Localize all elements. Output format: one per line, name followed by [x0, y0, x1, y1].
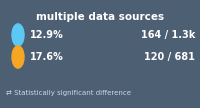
Text: 12.9%: 12.9% [30, 30, 64, 40]
Text: 17.6%: 17.6% [30, 52, 64, 62]
Ellipse shape [12, 46, 24, 68]
Text: 120 / 681: 120 / 681 [144, 52, 195, 62]
Text: 164 / 1.3k: 164 / 1.3k [141, 30, 195, 40]
Text: multiple data sources: multiple data sources [36, 12, 164, 22]
Ellipse shape [12, 24, 24, 46]
Text: ⇄ Statistically significant difference: ⇄ Statistically significant difference [6, 90, 131, 96]
